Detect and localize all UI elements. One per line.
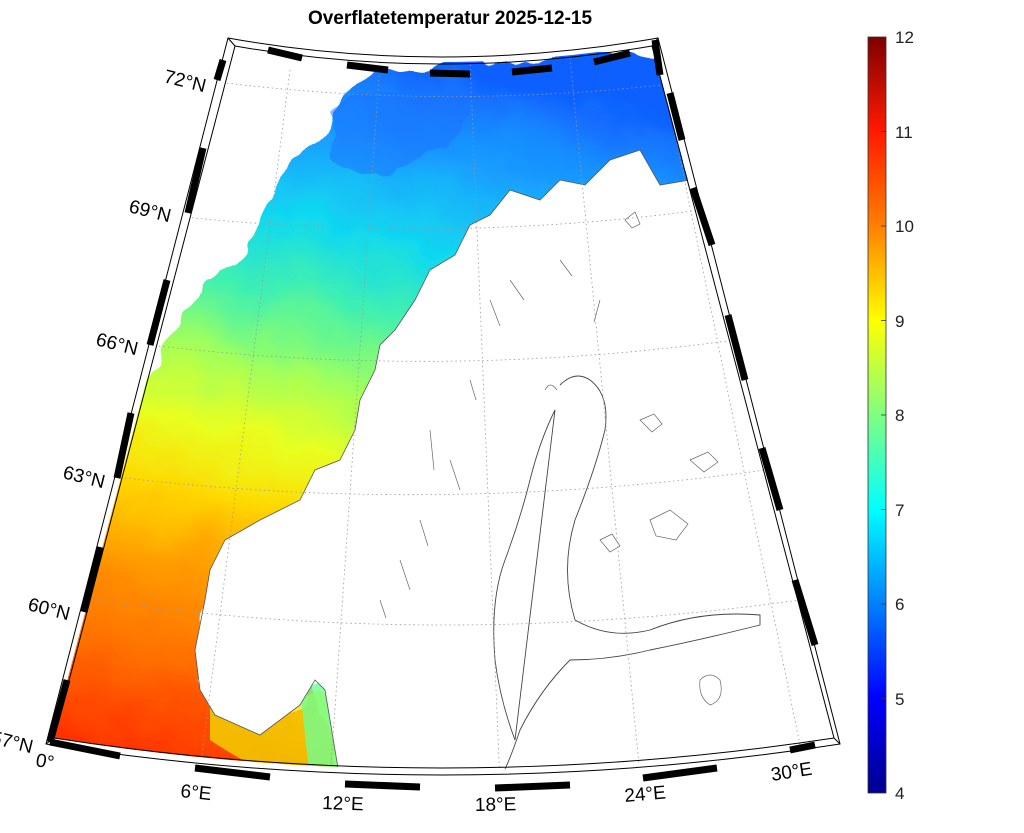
cb-tick-5: 5 (895, 690, 904, 709)
graticule (94, 57, 801, 770)
colorbar: 12 11 10 9 8 7 6 5 4 (867, 28, 914, 803)
map-frame (45, 37, 841, 792)
colorbar-tick-labels: 12 11 10 9 8 7 6 5 4 (895, 28, 914, 803)
cb-tick-4: 4 (895, 784, 904, 803)
lat-label-60: 60°N (26, 594, 72, 625)
lon-label-24: 24°E (624, 782, 667, 807)
chart-title-text: Overflatetemperatur 2025-12-15 (307, 8, 593, 29)
land-scandinavia (194, 149, 836, 770)
lon-label-30: 30°E (769, 759, 813, 786)
lat-label-66: 66°N (94, 329, 140, 360)
cb-tick-9: 9 (895, 312, 904, 331)
cb-tick-6: 6 (895, 595, 904, 614)
cb-tick-7: 7 (895, 501, 904, 520)
cb-tick-10: 10 (895, 217, 914, 236)
lon-label-0: 0° (34, 750, 56, 774)
cb-tick-8: 8 (895, 406, 904, 425)
lon-label-12: 12°E (322, 793, 364, 815)
lake-outlines (379, 211, 722, 706)
lon-label-6: 6°E (179, 781, 212, 805)
chart-title: Overflatetemperatur 2025-12-15 (0, 8, 900, 30)
lon-labels: 0° 6°E 12°E 18°E 24°E 30°E (34, 750, 814, 816)
cb-tick-12: 12 (895, 28, 914, 47)
lat-label-72: 72°N (162, 66, 208, 97)
cb-tick-11: 11 (895, 123, 913, 142)
lon-label-18: 18°E (475, 794, 517, 816)
lat-label-69: 69°N (127, 196, 173, 227)
sst-field (52, 52, 836, 770)
lat-label-63: 63°N (61, 462, 107, 493)
gulf-of-bothnia-outline (493, 375, 761, 770)
lat-label-57: 57°N (0, 727, 35, 758)
